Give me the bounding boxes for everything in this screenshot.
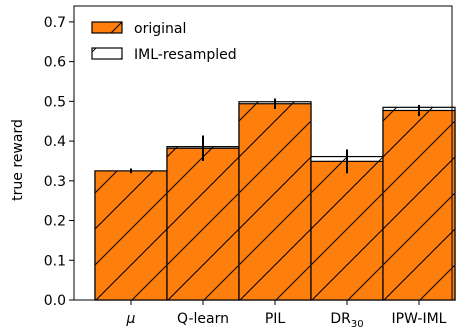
bar-original-outline (94, 170, 168, 301)
x-tick-label: PIL (265, 311, 286, 327)
bar-original-outline (382, 109, 456, 301)
legend: original IML-resampled (91, 21, 237, 63)
x-tick-label: μ (126, 311, 136, 327)
axes-frame (73, 5, 453, 301)
bar-original-outline (166, 147, 240, 301)
bar-original-outline (310, 160, 384, 301)
plot-area (73, 5, 456, 301)
x-tick-label: IPW-IML (392, 311, 447, 327)
x-tick-label: DR30 (330, 311, 363, 330)
y-tick-label: 0.2 (44, 214, 66, 230)
y-axis-label: true reward (10, 119, 26, 201)
y-tick-label: 0.3 (44, 174, 66, 190)
legend-label: IML-resampled (134, 47, 237, 63)
y-tick-label: 0.5 (44, 94, 66, 110)
legend-label: original (134, 21, 186, 37)
y-tick-label: 0.6 (44, 55, 66, 71)
y-tick-label: 0.4 (44, 134, 66, 150)
y-tick-label: 0.1 (44, 253, 66, 269)
legend-swatch-outline (91, 47, 123, 60)
legend-swatch-outline (91, 21, 123, 34)
bar-original-outline (238, 103, 312, 301)
y-axis: 0.0 0.1 0.2 0.3 0.4 0.5 0.6 0.7 (44, 15, 74, 309)
y-tick-label: 0.0 (44, 293, 66, 309)
x-tick-label: Q-learn (177, 311, 229, 327)
x-axis: μ Q-learn PIL DR30 IPW-IML (126, 300, 447, 330)
y-tick-label: 0.7 (44, 15, 66, 31)
